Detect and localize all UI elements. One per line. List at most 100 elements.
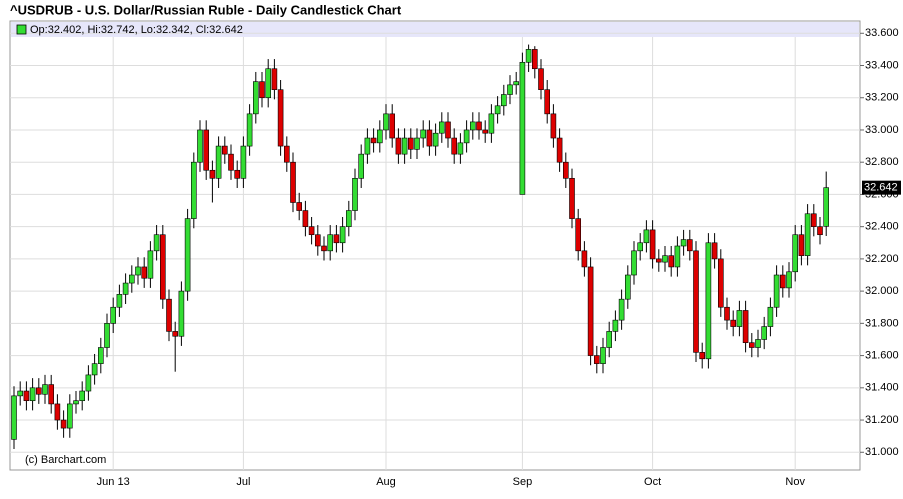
candle-body <box>686 239 693 252</box>
candle-body <box>810 213 817 227</box>
candle-body <box>54 403 61 421</box>
candle-body <box>153 234 160 252</box>
legend-swatch <box>16 24 27 35</box>
last-price-box <box>862 180 901 195</box>
candle-body <box>345 210 352 227</box>
x-tick-label: Oct <box>644 476 661 488</box>
y-tick-label: 31.800 <box>865 317 899 329</box>
candle-body <box>327 234 334 252</box>
candle-body <box>147 250 154 279</box>
candle-body <box>612 319 619 332</box>
candle-body <box>779 274 786 289</box>
candle-body <box>482 129 489 134</box>
x-tick-label: Jun 13 <box>97 476 130 488</box>
candle-body <box>742 310 749 343</box>
candle-body <box>73 400 79 405</box>
x-tick-label: Nov <box>785 476 805 488</box>
candle-body <box>668 255 675 268</box>
candle-body <box>364 137 371 155</box>
candle-body <box>85 374 92 392</box>
candle-body <box>562 161 569 179</box>
y-tick-label: 31.600 <box>865 349 899 361</box>
candle-body <box>463 129 470 144</box>
candle-body <box>823 187 830 227</box>
plot-area <box>9 20 861 471</box>
candle-body <box>17 390 24 397</box>
candle-body <box>290 161 296 203</box>
candle-body <box>680 239 687 247</box>
candle-body <box>407 137 414 150</box>
candle-body <box>209 169 216 179</box>
x-tick-label: Jul <box>236 476 250 488</box>
candle-body <box>556 137 563 163</box>
candle-body <box>699 352 706 360</box>
candle-body <box>432 132 439 147</box>
candle-body <box>358 153 365 179</box>
candle-body <box>476 121 482 131</box>
candle-body <box>302 210 309 227</box>
candles <box>11 44 830 450</box>
candle-body <box>457 142 464 155</box>
candle-body <box>513 81 520 86</box>
candle-body <box>519 61 526 195</box>
candle-body <box>29 387 36 402</box>
candle-body <box>60 419 67 429</box>
candle-body <box>376 129 383 144</box>
y-tick-label: 31.200 <box>865 414 899 426</box>
source-note: (c) Barchart.com <box>25 454 106 466</box>
candle-body <box>662 255 668 263</box>
candle-body <box>786 271 792 289</box>
y-tick-label: 32.200 <box>865 253 899 265</box>
y-tick-label: 33.000 <box>865 124 899 136</box>
x-tick-label: Aug <box>376 476 396 488</box>
candle-body <box>724 306 730 321</box>
candle-body <box>631 250 637 276</box>
chart-title: ^USDRUB - U.S. Dollar/Russian Ruble - Da… <box>10 2 402 17</box>
candle-body <box>767 306 774 327</box>
candle-body <box>160 234 166 300</box>
candle-body <box>215 145 222 179</box>
candle-body <box>314 234 321 247</box>
candle-body <box>624 274 631 300</box>
candle-body <box>67 403 73 429</box>
candle-body <box>265 68 272 99</box>
candle-body <box>581 250 588 268</box>
legend-text: Op:32.402, Hi:32.742, Lo:32.342, Cl:32.6… <box>30 24 243 36</box>
candle-body <box>575 218 582 252</box>
x-tick-label: Sep <box>513 476 533 488</box>
candle-body <box>296 202 303 211</box>
candle-body <box>438 121 445 134</box>
candle-body <box>308 226 315 236</box>
candle-body <box>283 145 290 163</box>
candle-body <box>35 387 42 395</box>
candle-body <box>705 242 712 360</box>
y-tick-label: 33.600 <box>865 27 899 39</box>
candle-body <box>593 355 600 364</box>
candle-body <box>451 137 458 155</box>
y-tick-label: 32.400 <box>865 221 899 233</box>
y-tick-label: 32.800 <box>865 156 899 168</box>
candle-body <box>246 113 253 147</box>
candle-body <box>166 298 172 332</box>
candle-body <box>773 274 780 308</box>
candle-body <box>420 129 427 139</box>
candle-body <box>122 282 129 295</box>
candle-body <box>253 81 259 115</box>
candle-body <box>711 242 718 260</box>
y-tick-label: 33.400 <box>865 59 899 71</box>
candle-body <box>414 137 420 150</box>
candle-body <box>222 145 228 155</box>
candle-body <box>23 390 30 402</box>
candle-body <box>761 326 768 340</box>
candle-body <box>544 89 551 115</box>
candle-body <box>240 145 247 179</box>
candle-body <box>259 81 265 99</box>
candle-body <box>755 339 761 348</box>
candle-body <box>98 347 104 364</box>
candle-body <box>500 94 507 107</box>
candle-body <box>11 395 17 440</box>
y-tick-label: 31.000 <box>865 446 899 458</box>
candle-body <box>321 245 327 252</box>
candle-body <box>488 113 495 134</box>
